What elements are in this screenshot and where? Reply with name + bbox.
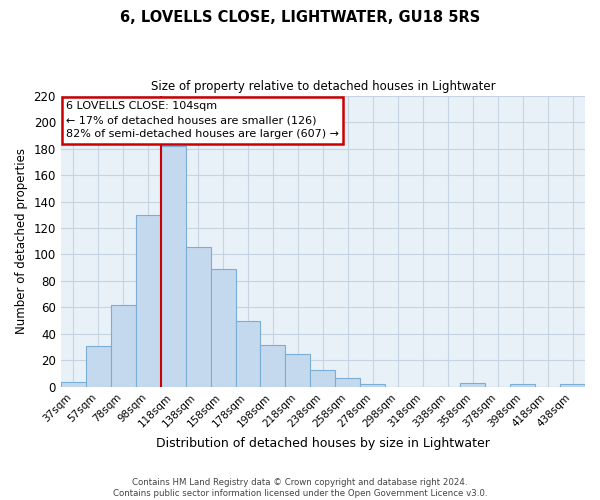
X-axis label: Distribution of detached houses by size in Lightwater: Distribution of detached houses by size … bbox=[156, 437, 490, 450]
Bar bbox=[460, 383, 485, 387]
Bar bbox=[136, 215, 161, 387]
Bar bbox=[111, 305, 136, 387]
Bar bbox=[161, 146, 185, 387]
Text: Contains HM Land Registry data © Crown copyright and database right 2024.
Contai: Contains HM Land Registry data © Crown c… bbox=[113, 478, 487, 498]
Bar bbox=[236, 320, 260, 387]
Bar bbox=[260, 344, 286, 387]
Bar bbox=[185, 246, 211, 387]
Bar bbox=[61, 382, 86, 387]
Y-axis label: Number of detached properties: Number of detached properties bbox=[15, 148, 28, 334]
Bar bbox=[310, 370, 335, 387]
Bar bbox=[510, 384, 535, 387]
Bar bbox=[86, 346, 111, 387]
Bar bbox=[335, 378, 361, 387]
Text: 6 LOVELLS CLOSE: 104sqm
← 17% of detached houses are smaller (126)
82% of semi-d: 6 LOVELLS CLOSE: 104sqm ← 17% of detache… bbox=[66, 102, 339, 140]
Bar bbox=[211, 269, 236, 387]
Title: Size of property relative to detached houses in Lightwater: Size of property relative to detached ho… bbox=[151, 80, 495, 93]
Bar bbox=[286, 354, 310, 387]
Text: 6, LOVELLS CLOSE, LIGHTWATER, GU18 5RS: 6, LOVELLS CLOSE, LIGHTWATER, GU18 5RS bbox=[120, 10, 480, 25]
Bar bbox=[361, 384, 385, 387]
Bar bbox=[560, 384, 585, 387]
